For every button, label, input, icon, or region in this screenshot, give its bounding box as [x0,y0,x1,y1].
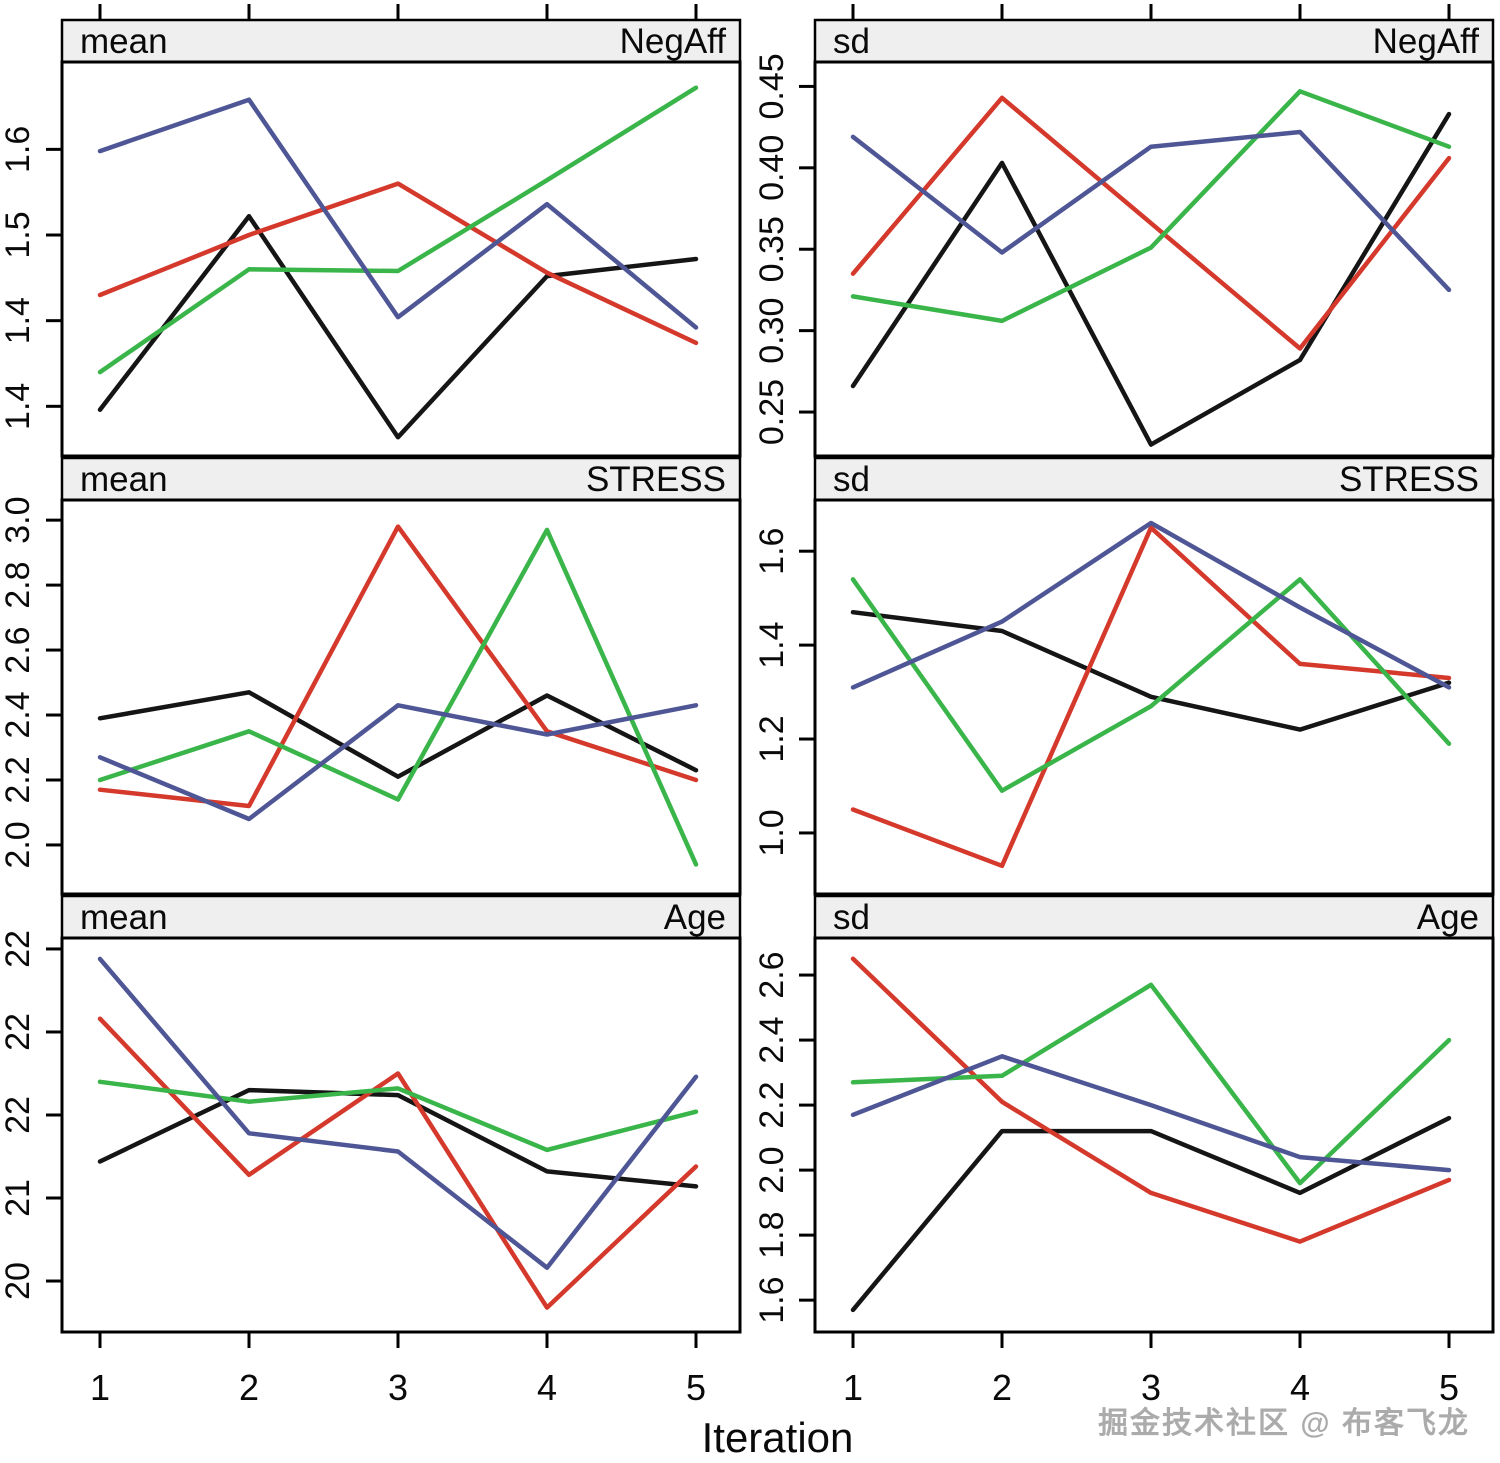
series-line-chain-3 [97,1079,699,1153]
y-tick-label: 21 [0,1179,37,1217]
panel-mean-STRESS: mean STRESS 2.0 2.2 2.4 2.6 2.8 3.0 [0,456,742,896]
watermark: 掘金技术社区 @ 布客飞龙 [1098,1407,1470,1440]
series-line-chain-2 [97,1016,699,1310]
y-tick-label: 3.0 [0,497,37,544]
y-tick-label: 1.2 [753,715,791,762]
y-tick-label: 1.6 [753,1277,791,1324]
y-tick-label: 2.6 [753,951,791,998]
panel-area [60,936,742,1334]
panel-sd-Age: sd Age 1.6 1.8 2.0 2.2 2.4 2.6 1 2 3 4 5 [753,894,1495,1408]
y-tick-label: 1.5 [0,211,37,258]
strip-header [60,894,742,940]
strip-statistic-label: mean [80,898,168,937]
strip-variable-label: NegAff [1373,22,1480,61]
y-tick-label: 1.4 [753,621,791,668]
x-tick-label: 1 [90,1367,110,1408]
y-tick-label: 22 [0,1013,37,1051]
series-line-chain-4 [97,703,699,822]
strip-header [813,18,1495,64]
series-line-chain-4 [850,129,1452,293]
y-tick-label: 1.4 [0,297,37,344]
series-line-chain-3 [850,89,1452,324]
series-line-chain-4 [97,97,699,330]
strip-header [60,456,742,502]
series-line-chain-2 [850,95,1452,351]
y-tick-label: 0.25 [753,379,791,445]
y-tick-label: 22 [0,930,37,968]
y-tick-label: 0.40 [753,135,791,201]
series-line-chain-1 [850,111,1452,447]
panel-area [813,498,1495,896]
x-tick-label: 3 [388,1367,408,1408]
strip-variable-label: STRESS [1339,460,1479,499]
y-tick-label: 1.4 [0,383,37,430]
series-line-chain-3 [850,577,1452,793]
y-tick-label: 2.0 [0,821,37,868]
y-tick-label: 0.35 [753,216,791,282]
y-tick-label: 2.2 [753,1081,791,1128]
series-line-chain-4 [850,1054,1452,1173]
strip-variable-label: NegAff [620,22,727,61]
series-line-chain-1 [850,609,1452,732]
strip-variable-label: Age [1417,898,1479,937]
y-tick-label: 2.4 [0,691,37,738]
y-tick-label: 1.8 [753,1211,791,1258]
x-tick-label: 1 [843,1367,863,1408]
y-tick-label: 2.2 [0,756,37,803]
y-tick-label: 0.30 [753,298,791,364]
strip-variable-label: Age [664,898,726,937]
y-tick-label: 1.6 [0,126,37,173]
strip-header [813,456,1495,502]
panel-area [813,936,1495,1334]
series-line-chain-3 [97,527,699,867]
strip-statistic-label: sd [833,22,870,61]
strip-statistic-label: mean [80,460,168,499]
strip-header [813,894,1495,940]
y-tick-label: 20 [0,1262,37,1300]
panel-mean-NegAff: mean NegAff 1.4 1.4 1.5 1.6 [0,4,742,458]
y-tick-label: 2.4 [753,1016,791,1063]
panel-area [60,498,742,896]
x-tick-label: 2 [239,1367,259,1408]
panel-mean-Age: mean Age 20 21 22 22 22 1 2 3 4 5 [0,894,742,1408]
series-line-chain-3 [97,85,699,375]
series-line-chain-2 [97,181,699,346]
y-tick-label: 2.8 [0,561,37,608]
series-line-chain-2 [850,956,1452,1244]
x-axis-title: Iteration [701,1414,854,1461]
series-line-chain-1 [97,1087,699,1189]
series-line-chain-1 [850,1115,1452,1313]
y-tick-label: 1.0 [753,809,791,856]
panel-area [60,60,742,458]
x-tick-label: 4 [537,1367,557,1408]
panel-area [813,60,1495,458]
series-line-chain-1 [97,690,699,779]
series-line-chain-4 [850,520,1452,690]
series-line-chain-3 [850,982,1452,1186]
x-tick-label: 5 [686,1367,706,1408]
x-tick-label: 2 [992,1367,1012,1408]
strip-statistic-label: sd [833,460,870,499]
y-tick-label: 1.6 [753,528,791,575]
strip-variable-label: STRESS [586,460,726,499]
panel-sd-STRESS: sd STRESS 1.0 1.2 1.4 1.6 [753,456,1495,896]
x-tick-label: 4 [1290,1367,1310,1408]
y-tick-label: 2.0 [753,1146,791,1193]
y-tick-label: 22 [0,1096,37,1134]
series-line-chain-2 [850,525,1452,869]
strip-statistic-label: mean [80,22,168,61]
y-tick-label: 2.6 [0,626,37,673]
strip-header [60,18,742,64]
series-line-chain-1 [97,213,699,440]
panel-sd-NegAff: sd NegAff 0.25 0.30 0.35 0.40 0.45 [753,4,1495,458]
series-line-chain-4 [97,956,699,1270]
x-tick-label: 3 [1141,1367,1161,1408]
x-tick-label: 5 [1439,1367,1459,1408]
strip-statistic-label: sd [833,898,870,937]
y-tick-label: 0.45 [753,53,791,119]
